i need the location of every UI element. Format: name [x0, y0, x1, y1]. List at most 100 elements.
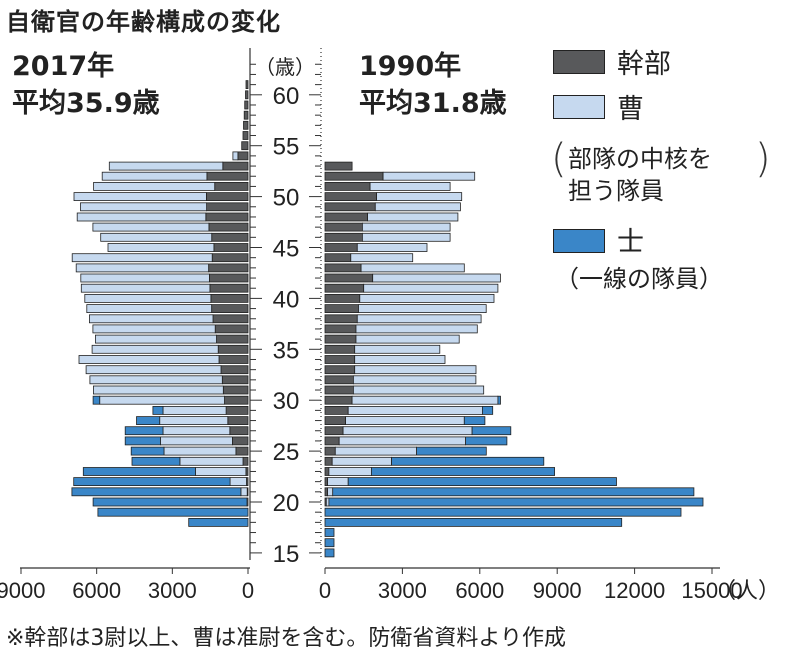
bar-left-幹部-age-37 — [214, 324, 249, 334]
bar-right-曹-age-23 — [328, 467, 372, 476]
bar-right-曹-age-46 — [361, 232, 451, 242]
bar-right-幹部-age-42 — [324, 273, 374, 283]
right-panel-average: 平均31.8歳 — [359, 88, 507, 119]
chart-title: 自衛官の年齢構成の変化 — [6, 8, 281, 36]
age-tick-label-30: 30 — [273, 388, 300, 415]
bar-right-曹-age-45 — [356, 243, 428, 252]
bar-right-士-age-15 — [324, 548, 335, 558]
bar-left-士-age-22 — [73, 477, 231, 487]
bar-right-士-age-30 — [497, 395, 501, 405]
bar-left-曹-age-51 — [93, 181, 216, 191]
bar-right-士-age-18 — [324, 518, 623, 527]
bar-left-幹部-age-27 — [229, 426, 249, 436]
footnote: ※幹部は3尉以上、曹は准尉を含む。防衛省資料より作成 — [6, 626, 566, 651]
bar-left-士-age-25 — [130, 446, 165, 456]
legend-label-nco: 曹 — [617, 94, 644, 125]
bar-left-曹-age-24 — [179, 456, 244, 466]
bar-left-曹-age-23 — [195, 467, 247, 476]
age-tick-label-45: 45 — [273, 236, 300, 263]
x-tick-label-left-0: 0 — [242, 578, 254, 603]
bar-left-幹部-age-60 — [245, 90, 249, 100]
bar-right-曹-age-22 — [327, 477, 349, 487]
bar-left-幹部-age-31 — [222, 385, 249, 395]
bar-left-曹-age-54 — [232, 151, 239, 161]
bar-left-幹部-age-54 — [237, 151, 249, 161]
bar-right-士-age-26 — [465, 436, 508, 446]
legend-note-nco-line2: 担う隊員 — [568, 177, 664, 205]
bar-left-士-age-24 — [131, 456, 181, 466]
bar-left-士-age-19 — [97, 507, 249, 517]
bar-left-幹部-age-50 — [205, 192, 249, 202]
x-tick-label-left-9000: 9000 — [0, 578, 45, 603]
bar-left-幹部-age-38 — [212, 314, 249, 324]
bar-right-曹-age-34 — [354, 355, 446, 364]
age-tick-label-15: 15 — [273, 541, 300, 568]
bar-right-幹部-age-44 — [324, 253, 352, 263]
bar-left-幹部-age-61 — [245, 80, 249, 89]
bar-right-幹部-age-52 — [324, 171, 384, 181]
bar-left-曹-age-43 — [75, 263, 209, 273]
bar-left-曹-age-45 — [107, 243, 215, 252]
bar-right-幹部-age-49 — [324, 202, 376, 212]
bar-left-幹部-age-53 — [222, 161, 249, 171]
bar-left-幹部-age-23 — [245, 467, 249, 476]
bar-left-曹-age-44 — [71, 253, 213, 263]
bar-left-曹-age-53 — [108, 161, 224, 171]
bar-left-曹-age-30 — [99, 395, 225, 405]
bar-left-曹-age-21 — [240, 487, 248, 497]
bar-left-曹-age-35 — [91, 344, 219, 354]
bar-right-幹部-age-33 — [324, 365, 356, 375]
bar-left-幹部-age-41 — [209, 283, 249, 293]
bar-left-幹部-age-29 — [225, 405, 249, 415]
bar-right-曹-age-29 — [347, 405, 483, 415]
legend-swatch-enlisted — [553, 229, 605, 253]
bar-right-曹-age-44 — [350, 253, 414, 263]
bar-right-曹-age-47 — [361, 222, 451, 232]
bar-left-幹部-age-49 — [206, 202, 249, 212]
bar-left-幹部-age-28 — [227, 416, 249, 426]
bar-right-曹-age-26 — [338, 436, 467, 446]
x-tick-label-right-12000: 12000 — [604, 578, 665, 603]
legend-note-bracket-right: ) — [755, 136, 771, 182]
age-tick-label-55: 55 — [273, 134, 300, 161]
bar-left-士-age-21 — [71, 487, 242, 497]
legend-swatch-nco — [553, 95, 605, 119]
x-tick-label-right-3000: 3000 — [378, 578, 427, 603]
bar-left-幹部-age-55 — [241, 141, 249, 151]
bar-right-幹部-age-35 — [324, 344, 356, 354]
bar-right-士-age-17 — [324, 528, 335, 537]
bar-right-幹部-age-53 — [324, 161, 353, 171]
bar-left-幹部-age-32 — [221, 375, 249, 385]
legend-note-nco-line1: 部隊の中核を — [568, 145, 712, 173]
bar-left-幹部-age-43 — [208, 263, 249, 273]
x-tick-label-left-3000: 3000 — [148, 578, 197, 603]
bar-right-曹-age-27 — [342, 426, 473, 436]
bar-right-曹-age-31 — [352, 385, 485, 395]
bar-right-士-age-23 — [370, 467, 555, 476]
age-tick-label-60: 60 — [273, 83, 300, 110]
bar-right-士-age-16 — [324, 538, 335, 548]
bar-left-士-age-30 — [92, 395, 101, 405]
bar-left-士-age-23 — [82, 467, 196, 476]
bar-right-曹-age-48 — [367, 212, 459, 222]
bar-left-幹部-age-36 — [216, 334, 249, 344]
bar-left-士-age-18 — [188, 518, 249, 527]
bar-right-幹部-age-48 — [324, 212, 368, 222]
bar-left-曹-age-52 — [101, 171, 208, 181]
bar-right-幹部-age-32 — [324, 375, 354, 385]
bar-left-曹-age-29 — [162, 405, 227, 415]
bar-right-曹-age-39 — [358, 304, 487, 314]
bar-right-曹-age-41 — [363, 283, 499, 293]
bar-right-幹部-age-38 — [324, 314, 358, 324]
bar-right-士-age-19 — [324, 507, 682, 517]
bar-left-曹-age-22 — [229, 477, 247, 487]
age-axis-unit: （歳） — [255, 55, 315, 79]
bar-left-幹部-age-46 — [211, 232, 249, 242]
bar-left-曹-age-46 — [100, 232, 213, 242]
bar-left-幹部-age-59 — [244, 100, 249, 110]
x-tick-label-right-9000: 9000 — [533, 578, 582, 603]
bar-left-幹部-age-44 — [211, 253, 249, 263]
bar-right-幹部-age-39 — [324, 304, 359, 314]
bar-left-曹-age-31 — [93, 385, 224, 395]
